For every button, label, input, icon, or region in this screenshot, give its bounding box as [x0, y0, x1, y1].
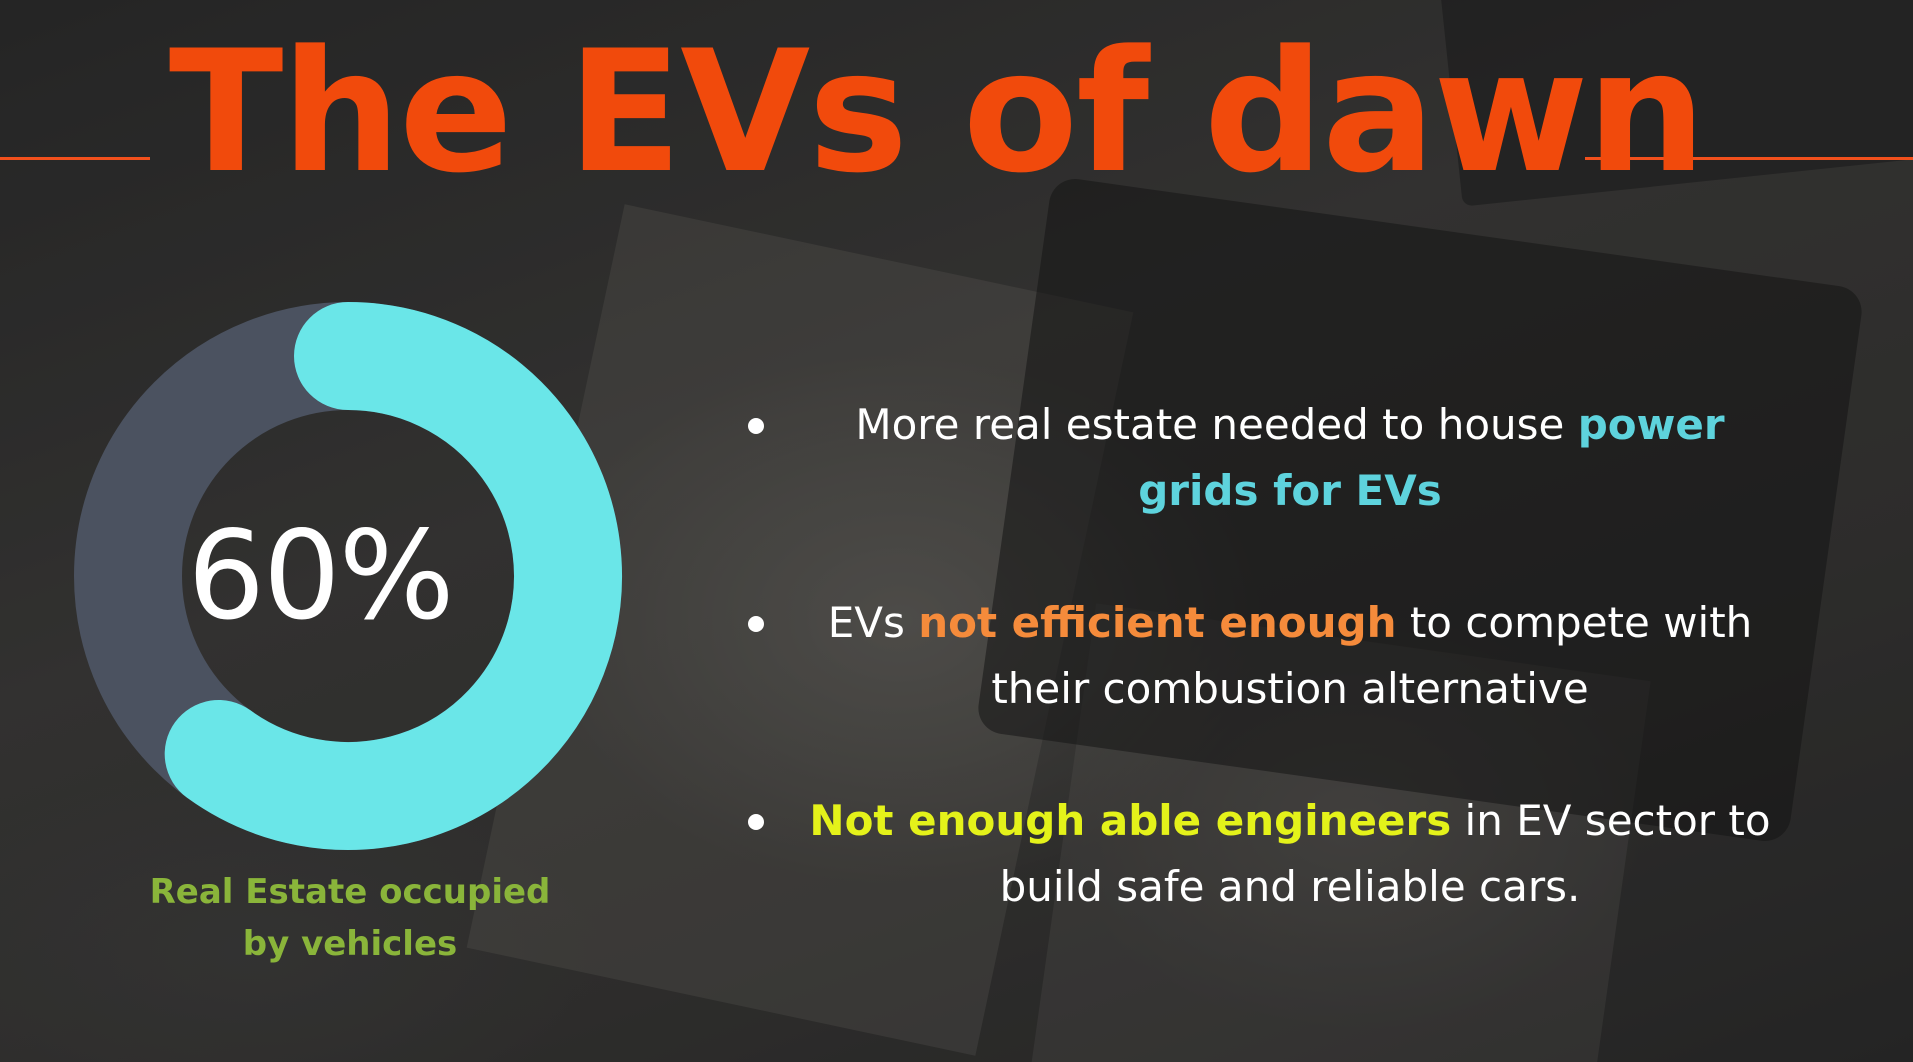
- stat-caption-line2: by vehicles: [242, 924, 458, 964]
- stat-caption-line1: Real Estate occupied: [149, 872, 551, 912]
- bullet-list: More real estate needed to house power g…: [730, 392, 1790, 986]
- stat-value: 60%: [187, 505, 454, 647]
- bullet-item: More real estate needed to house power g…: [730, 392, 1790, 524]
- bullet-text: in EV sector to build safe and reliable …: [999, 796, 1771, 911]
- title-rule-left: [0, 157, 150, 160]
- bullet-item: Not enough able engineers in EV sector t…: [730, 788, 1790, 920]
- bullet-highlight: not efficient enough: [918, 598, 1397, 647]
- bullet-text: More real estate needed to house: [855, 400, 1578, 449]
- bullet-text: EVs: [827, 598, 919, 647]
- donut-chart: [74, 302, 622, 850]
- title-rule-right: [1585, 157, 1913, 160]
- bullet-dot: [748, 814, 764, 830]
- bullet-highlight: power grids for EVs: [1138, 400, 1725, 515]
- bullet-dot: [748, 616, 764, 632]
- stat-caption: Real Estate occupied by vehicles: [130, 866, 570, 970]
- bullet-highlight: Not enough able engineers: [809, 796, 1452, 845]
- stat-donut: 60%: [72, 300, 624, 852]
- slide-title: The EVs of dawn: [168, 14, 1706, 210]
- donut-progress-arc: [164, 302, 622, 850]
- bullet-item: EVs not efficient enough to compete with…: [730, 590, 1790, 722]
- bullet-text: to compete with their combustion alterna…: [991, 598, 1753, 713]
- bullet-dot: [748, 418, 764, 434]
